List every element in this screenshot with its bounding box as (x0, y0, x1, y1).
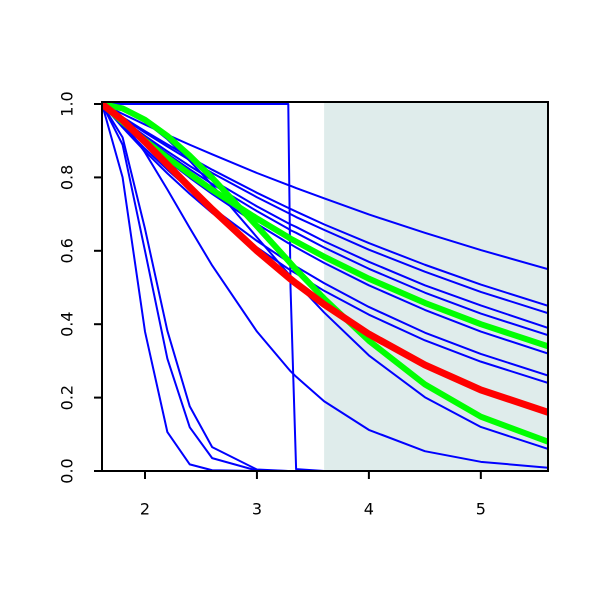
y-tick-label: 1.0 (58, 91, 77, 116)
shaded-region (324, 102, 548, 471)
x-tick-label: 2 (140, 500, 150, 519)
curve (102, 103, 548, 471)
curve (102, 101, 548, 416)
curve (102, 103, 548, 315)
curve (102, 103, 548, 469)
curve (102, 103, 548, 384)
y-tick-label: 0.8 (58, 165, 77, 190)
curve (102, 103, 548, 471)
curve (102, 101, 548, 445)
plot-frame (101, 101, 549, 472)
curve (102, 103, 548, 307)
x-tick-label: 5 (476, 500, 486, 519)
x-tick-label: 4 (364, 500, 374, 519)
x-tick-label: 3 (252, 500, 262, 519)
curve (102, 103, 548, 329)
curve (102, 103, 548, 471)
curve (102, 103, 548, 471)
y-tick-label: 0.4 (58, 311, 77, 336)
lines (102, 101, 548, 471)
y-tick-label: 0.2 (58, 385, 77, 410)
y-tick-label: 0.6 (58, 238, 77, 263)
y-tick-label: 0.0 (58, 458, 77, 483)
